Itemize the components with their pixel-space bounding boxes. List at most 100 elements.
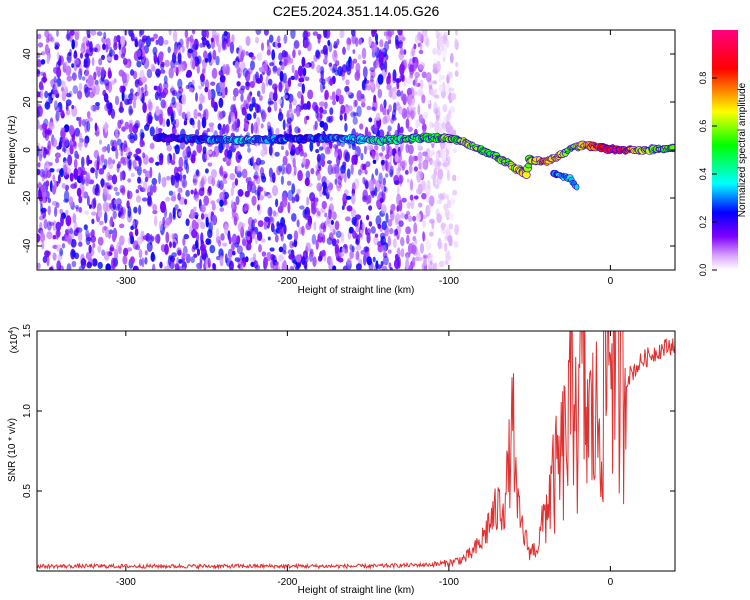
- spectrogram-noise-cell: [426, 179, 431, 189]
- spectrogram-noise-cell: [128, 159, 132, 170]
- spectrogram-noise-cell: [181, 45, 185, 53]
- spectrogram-noise-cell: [354, 251, 361, 261]
- spectrogram-noise-cell: [121, 89, 125, 102]
- spectrogram-noise-cell: [296, 110, 301, 117]
- spectrogram-noise-cell: [56, 77, 62, 87]
- spectrogram-noise-cell: [200, 221, 206, 230]
- spectrogram-noise-cell: [40, 59, 46, 65]
- spectrogram-noise-cell: [444, 235, 448, 242]
- spectrogram-noise-cell: [105, 37, 111, 50]
- spectrogram-noise-cell: [395, 78, 402, 83]
- spectrogram-noise-cell: [380, 182, 385, 192]
- spectrogram-noise-cell: [37, 233, 41, 243]
- spectrogram-noise-cell: [286, 180, 292, 186]
- spectrogram-noise-cell: [112, 139, 118, 152]
- spectrogram-noise-cell: [192, 174, 198, 186]
- spectrogram-noise-cell: [246, 231, 252, 237]
- spectrogram-noise-cell: [400, 248, 405, 258]
- spectrogram-noise-cell: [76, 116, 80, 121]
- spectrogram-noise-cell: [355, 244, 362, 251]
- spectrogram-noise-cell: [315, 111, 319, 119]
- spectrogram-noise-cell: [369, 79, 375, 89]
- spectrogram-noise-cell: [113, 78, 117, 84]
- spectrogram-noise-cell: [138, 204, 142, 215]
- spectrogram-noise-cell: [95, 102, 100, 107]
- spectrogram-noise-cell: [115, 191, 120, 196]
- spectrogram-noise-cell: [111, 231, 117, 243]
- spectrogram-noise-cell: [334, 220, 340, 231]
- spectrogram-noise-cell: [45, 191, 50, 200]
- spectrogram-noise-cell: [380, 235, 387, 246]
- spectrogram-noise-cell: [443, 31, 449, 38]
- spectrogram-noise-cell: [224, 223, 229, 236]
- spectrogram-noise-cell: [282, 260, 287, 269]
- spectrogram-noise-cell: [406, 201, 411, 209]
- spectrogram-noise-cell: [268, 144, 273, 156]
- spectrogram-noise-cell: [397, 256, 401, 269]
- spectrogram-noise-cell: [361, 47, 367, 60]
- spectrogram-noise-cell: [283, 34, 288, 44]
- spectrogram-noise-cell: [442, 49, 448, 58]
- spectrogram-noise-cell: [452, 191, 458, 196]
- spectrogram-noise-cell: [438, 84, 444, 93]
- spectrogram-noise-cell: [216, 40, 222, 48]
- spectrogram-noise-cell: [336, 154, 341, 166]
- spectrogram-noise-cell: [85, 177, 90, 187]
- spectrogram-noise-cell: [55, 221, 62, 231]
- spectrogram-noise-cell: [372, 159, 377, 164]
- spectrogram-noise-cell: [159, 261, 163, 269]
- spectrogram-noise-cell: [340, 165, 346, 174]
- spectrogram-noise-cell: [332, 100, 336, 106]
- spectrogram-noise-cell: [48, 221, 55, 226]
- spectrogram-noise-cell: [143, 45, 149, 54]
- spectrogram-noise-cell: [211, 177, 216, 187]
- spectrogram-noise-cell: [118, 245, 122, 255]
- colorbar-tick-label: 0.0: [698, 264, 708, 277]
- spectrogram-noise-cell: [285, 150, 289, 157]
- spectrogram-noise-cell: [404, 213, 409, 220]
- snr-x-tick-label: -300: [116, 577, 136, 588]
- spectrogram-noise-cell: [40, 51, 46, 56]
- spectrogram-noise-cell: [256, 231, 263, 241]
- spectrogram-noise-cell: [155, 161, 160, 166]
- spectrogram-noise-cell: [280, 233, 284, 242]
- spectrogram-noise-cell: [291, 183, 296, 195]
- spectrogram-noise-cell: [445, 194, 450, 200]
- spectrogram-noise-cell: [324, 212, 328, 218]
- spectrogram-noise-cell: [293, 230, 299, 242]
- spectrogram-noise-cell: [246, 113, 252, 121]
- spectrogram-noise-cell: [125, 147, 131, 152]
- spectrogram-noise-cell: [281, 50, 287, 58]
- spectrogram-noise-cell: [422, 214, 428, 219]
- spectrogram-noise-cell: [366, 232, 371, 244]
- spectrogram-noise-cell: [245, 35, 251, 47]
- spectrogram-noise-cell: [40, 184, 46, 193]
- spectrogram-noise-cell: [351, 154, 357, 165]
- spectrogram-noise-cell: [364, 126, 369, 139]
- spectrogram-noise-cell: [384, 60, 388, 72]
- spectrogram-noise-cell: [128, 93, 135, 101]
- spectrogram-noise-cell: [44, 149, 49, 155]
- spectrogram-noise-cell: [312, 31, 319, 36]
- spectrogram-noise-cell: [121, 71, 125, 78]
- spectrogram-noise-cell: [314, 120, 318, 130]
- spectrogram-y-axis-label: Frequency (Hz): [7, 116, 18, 185]
- spectrogram-noise-cell: [65, 209, 69, 216]
- spectrogram-noise-cell: [320, 70, 324, 81]
- spectrogram-noise-cell: [183, 120, 187, 126]
- spectrogram-noise-cell: [97, 69, 101, 78]
- spectrogram-noise-cell: [99, 76, 105, 85]
- spectrogram-noise-cell: [373, 94, 377, 104]
- spectrogram-noise-cell: [152, 210, 158, 215]
- spectrogram-noise-cell: [207, 150, 213, 155]
- spectrogram-noise-cell: [65, 108, 71, 116]
- spectrogram-noise-cell: [322, 122, 329, 132]
- spectrogram-noise-cell: [68, 124, 75, 136]
- spectrogram-noise-cell: [182, 174, 187, 180]
- spectrogram-noise-cell: [327, 39, 331, 47]
- spectrogram-noise-cell: [366, 105, 372, 111]
- spectrogram-noise-cell: [195, 92, 198, 102]
- spectrogram-noise-cell: [407, 126, 413, 133]
- spectrogram-noise-cell: [65, 99, 72, 106]
- spectrogram-noise-cell: [169, 254, 173, 261]
